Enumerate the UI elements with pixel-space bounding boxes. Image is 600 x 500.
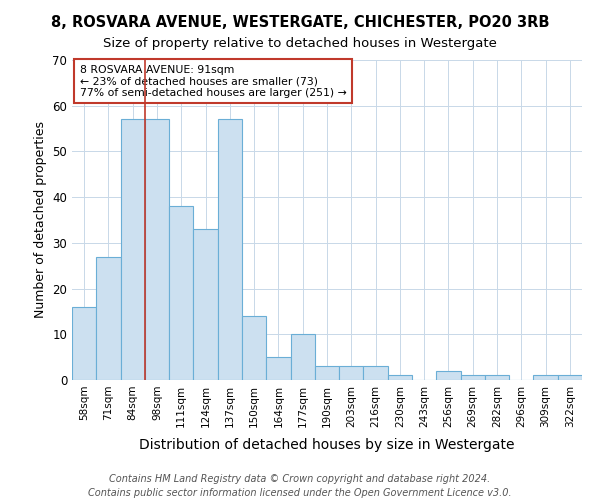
Bar — [436, 371, 461, 380]
Text: Size of property relative to detached houses in Westergate: Size of property relative to detached ho… — [103, 36, 497, 50]
Y-axis label: Number of detached properties: Number of detached properties — [34, 122, 47, 318]
Text: 8 ROSVARA AVENUE: 91sqm
← 23% of detached houses are smaller (73)
77% of semi-de: 8 ROSVARA AVENUE: 91sqm ← 23% of detache… — [80, 65, 346, 98]
Bar — [388, 376, 412, 380]
Bar — [364, 366, 388, 380]
X-axis label: Distribution of detached houses by size in Westergate: Distribution of detached houses by size … — [139, 438, 515, 452]
Text: 8, ROSVARA AVENUE, WESTERGATE, CHICHESTER, PO20 3RB: 8, ROSVARA AVENUE, WESTERGATE, CHICHESTE… — [51, 15, 549, 30]
Bar — [461, 376, 485, 380]
Bar — [121, 120, 145, 380]
Bar — [339, 366, 364, 380]
Bar — [266, 357, 290, 380]
Text: Contains HM Land Registry data © Crown copyright and database right 2024.
Contai: Contains HM Land Registry data © Crown c… — [88, 474, 512, 498]
Bar — [290, 334, 315, 380]
Bar — [72, 307, 96, 380]
Bar — [193, 229, 218, 380]
Bar — [533, 376, 558, 380]
Bar — [558, 376, 582, 380]
Bar — [315, 366, 339, 380]
Bar — [485, 376, 509, 380]
Bar — [242, 316, 266, 380]
Bar — [145, 120, 169, 380]
Bar — [218, 120, 242, 380]
Bar — [96, 256, 121, 380]
Bar — [169, 206, 193, 380]
